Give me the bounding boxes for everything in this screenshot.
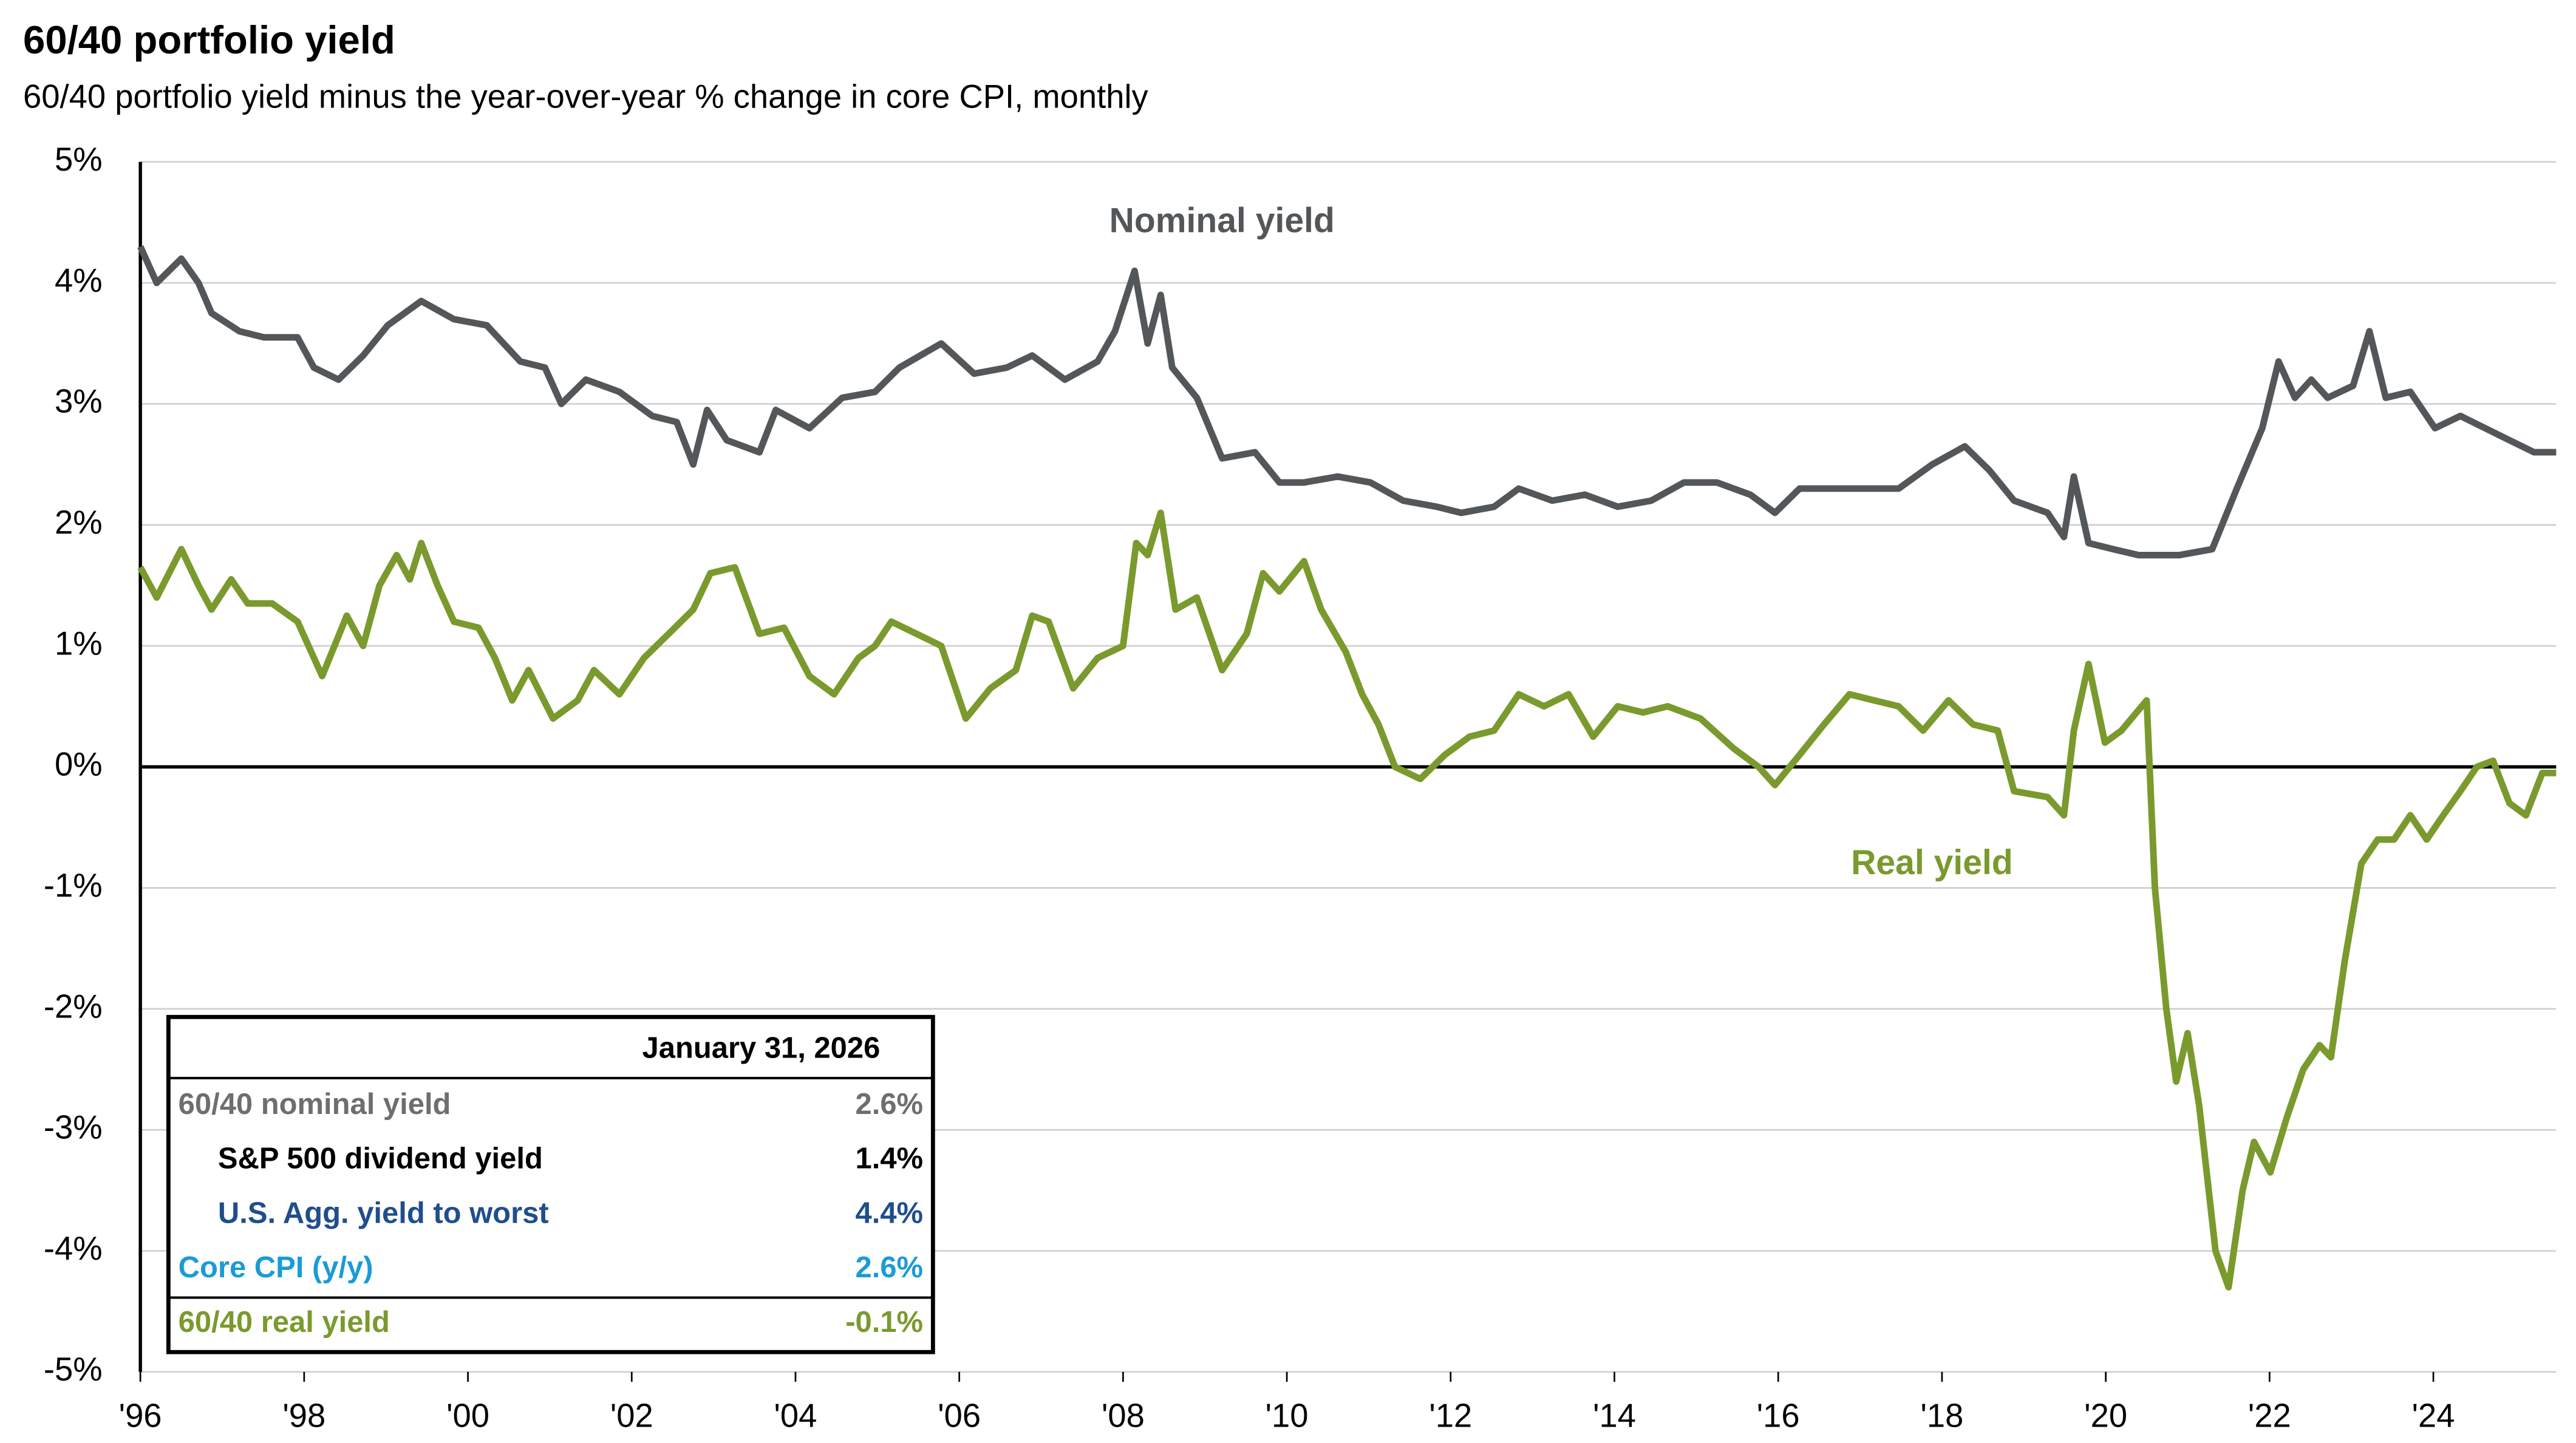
table-header: January 31, 2026 bbox=[642, 1032, 881, 1065]
annotation: Nominal yield bbox=[1109, 201, 1335, 240]
table-label: 60/40 real yield bbox=[179, 1306, 390, 1339]
y-tick-label: 2% bbox=[55, 504, 103, 541]
x-tick-label: '16 bbox=[1757, 1397, 1800, 1434]
x-tick-label: '00 bbox=[446, 1397, 489, 1434]
table-value: 4.4% bbox=[856, 1197, 924, 1229]
table-label: Core CPI (y/y) bbox=[179, 1251, 373, 1284]
chart-subtitle: 60/40 portfolio yield minus the year-ove… bbox=[23, 78, 1148, 115]
x-tick-label: '24 bbox=[2412, 1397, 2455, 1434]
y-tick-label: -4% bbox=[44, 1230, 103, 1267]
x-tick-label: '98 bbox=[282, 1397, 325, 1434]
y-tick-label: 4% bbox=[55, 262, 103, 299]
table-label: S&P 500 dividend yield bbox=[218, 1143, 543, 1175]
y-tick-label: -1% bbox=[44, 867, 103, 904]
x-tick-label: '12 bbox=[1429, 1397, 1472, 1434]
x-tick-label: '18 bbox=[1921, 1397, 1964, 1434]
x-tick-label: '10 bbox=[1266, 1397, 1309, 1434]
x-tick-label: '08 bbox=[1102, 1397, 1145, 1434]
y-tick-label: 1% bbox=[55, 625, 103, 662]
table-value: -0.1% bbox=[845, 1306, 923, 1339]
series-line bbox=[137, 509, 2557, 1291]
table-value: 2.6% bbox=[856, 1088, 924, 1121]
x-tick-label: '02 bbox=[610, 1397, 653, 1434]
y-tick-label: -2% bbox=[44, 988, 103, 1025]
table-label: 60/40 nominal yield bbox=[179, 1088, 451, 1121]
y-tick-label: -3% bbox=[44, 1109, 103, 1146]
table-value: 2.6% bbox=[856, 1251, 924, 1284]
y-tick-label: 3% bbox=[55, 383, 103, 420]
table-value: 1.4% bbox=[856, 1143, 924, 1175]
annotation: Real yield bbox=[1851, 843, 2013, 882]
y-tick-label: 0% bbox=[55, 746, 103, 783]
x-tick-label: '22 bbox=[2248, 1397, 2291, 1434]
y-tick-label: 5% bbox=[55, 141, 103, 178]
x-tick-label: '06 bbox=[938, 1397, 981, 1434]
x-tick-label: '96 bbox=[119, 1397, 162, 1434]
y-tick-label: -5% bbox=[44, 1351, 103, 1388]
x-tick-label: '14 bbox=[1593, 1397, 1636, 1434]
x-tick-label: '20 bbox=[2084, 1397, 2127, 1434]
series-line bbox=[137, 245, 2557, 559]
x-tick-label: '04 bbox=[774, 1397, 817, 1434]
table-label: U.S. Agg. yield to worst bbox=[218, 1197, 549, 1229]
chart-title: 60/40 portfolio yield bbox=[23, 18, 395, 62]
table-box bbox=[166, 1014, 935, 1354]
